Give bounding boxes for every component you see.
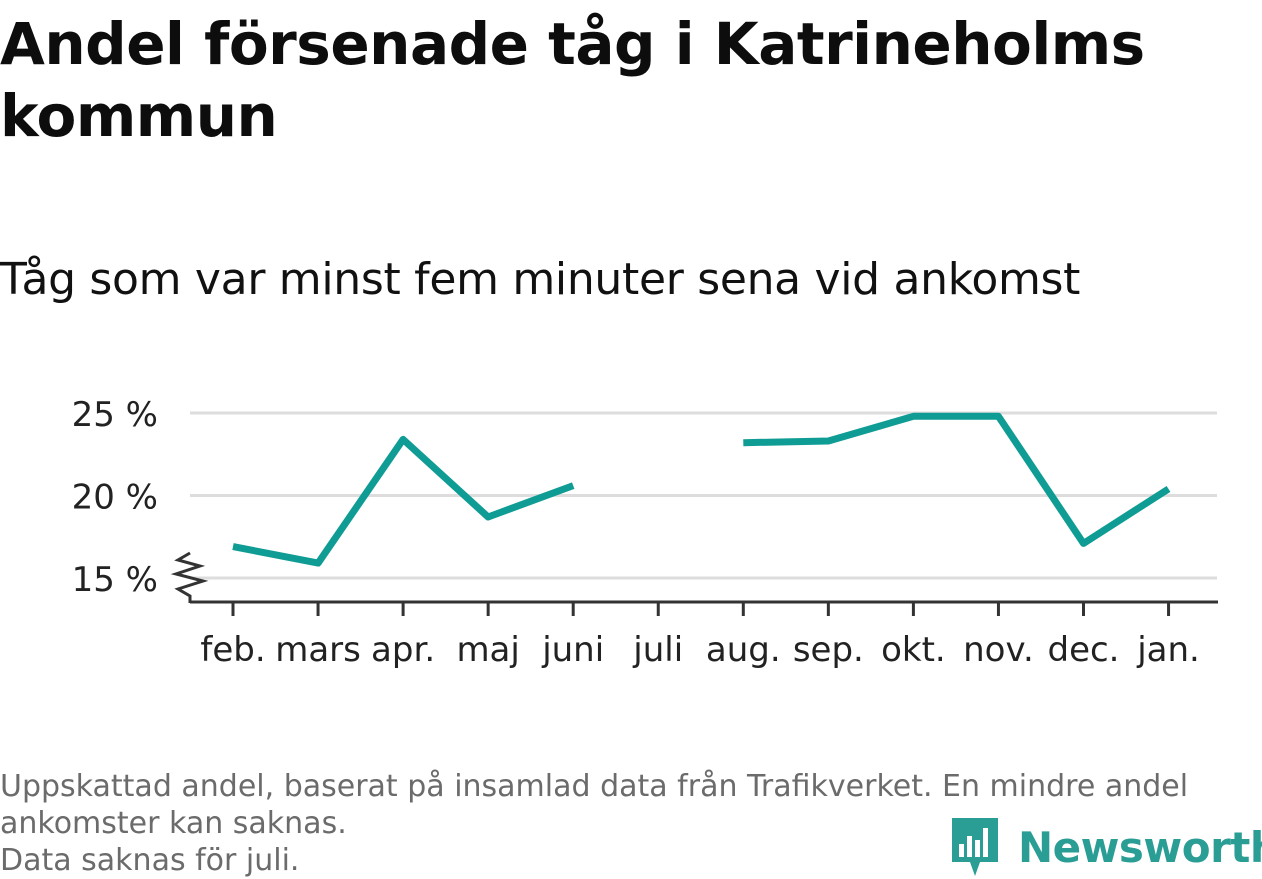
axis-break-symbol (170, 551, 209, 603)
x-tick-label: juni (541, 630, 604, 670)
x-axis-ticks: feb. mars apr. maj juni juli aug. sep. okt. nov. d… (200, 603, 1200, 670)
chart-title: Andel försenade tåg i Katrineholms kommu… (0, 10, 1145, 150)
footnote-line-2: ankomster kan saknas. (0, 806, 347, 841)
y-tick-label: 15 % (72, 560, 158, 600)
line-chart: 15 % 20 % 25 % feb. mars apr. maj juni juli aug.… (72, 395, 1218, 670)
brand-logo: Newsworthy (950, 815, 1262, 879)
x-tick-label: nov. (963, 630, 1034, 670)
x-tick-label: apr. (371, 630, 435, 670)
x-tick-label: mars (275, 630, 361, 670)
brand-name: Newsworthy (1018, 822, 1262, 872)
x-axis (170, 551, 1218, 604)
footnote-line-1: Uppskattad andel, baserat på insamlad da… (0, 769, 1189, 804)
footnote-line-3: Data saknas för juli. (0, 843, 300, 878)
gridlines (190, 411, 1217, 580)
series-line (232, 435, 575, 567)
y-axis-ticks: 15 % 20 % 25 % (72, 395, 158, 600)
chart-bubble-icon (952, 818, 998, 876)
x-tick-label: feb. (200, 630, 265, 670)
series-line (743, 412, 1171, 547)
footnote: Uppskattad andel, baserat på insamlad da… (0, 768, 1250, 879)
series-lines (232, 412, 1171, 567)
y-tick-label: 20 % (72, 478, 158, 518)
x-tick-label: dec. (1047, 630, 1119, 670)
x-tick-label: maj (456, 630, 519, 670)
x-tick-label: jan. (1136, 630, 1200, 670)
x-tick-label: okt. (881, 630, 946, 670)
y-tick-label: 25 % (72, 395, 158, 435)
chart-subtitle: Tåg som var minst fem minuter sena vid a… (0, 254, 1081, 305)
x-tick-label: juli (632, 630, 683, 670)
x-tick-label: aug. (706, 630, 781, 670)
x-tick-label: sep. (793, 630, 864, 670)
